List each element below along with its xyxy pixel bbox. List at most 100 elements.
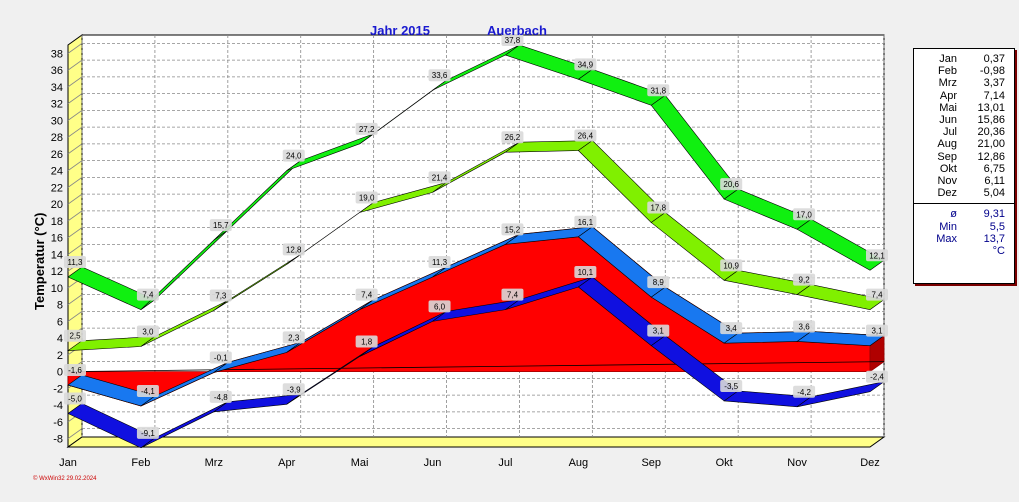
data-label: 12,8 bbox=[282, 243, 305, 256]
floor bbox=[66, 436, 886, 448]
x-tick-label: Okt bbox=[716, 457, 733, 469]
legend-row: Feb -0,98 bbox=[920, 65, 1008, 77]
x-tick-label: Jul bbox=[498, 457, 512, 469]
data-label-box bbox=[64, 364, 86, 377]
data-label-box bbox=[136, 384, 159, 397]
data-label-text: 2,3 bbox=[288, 333, 300, 342]
x-tick-label: Mrz bbox=[205, 457, 223, 469]
data-label: -3,5 bbox=[720, 379, 743, 392]
legend-divider bbox=[914, 203, 1014, 205]
data-label-text: -4,8 bbox=[214, 393, 228, 402]
data-label: 20,6 bbox=[720, 178, 743, 191]
data-label-box bbox=[355, 288, 378, 301]
data-label-box bbox=[574, 129, 597, 142]
data-label-text: -4,1 bbox=[141, 387, 155, 396]
legend-row: Dez 5,04 bbox=[920, 187, 1008, 199]
y-tick-label: -6 bbox=[53, 417, 63, 429]
data-label-text: 12,1 bbox=[869, 251, 885, 260]
data-label: 7,4 bbox=[501, 288, 524, 301]
chart-walls bbox=[66, 34, 886, 448]
data-label: 7,4 bbox=[355, 288, 378, 301]
data-label-text: -2,4 bbox=[870, 373, 884, 382]
x-tick-label: Jun bbox=[424, 457, 442, 469]
legend-row: Mai 13,01 bbox=[920, 102, 1008, 114]
data-label-box bbox=[209, 219, 232, 232]
y-tick-label: 10 bbox=[51, 283, 63, 295]
data-label-text: 16,1 bbox=[578, 218, 594, 227]
legend-stats-table: ø 9,31 Min 5,5 Max 13,7 °C bbox=[920, 208, 1008, 257]
y-tick-label: 4 bbox=[57, 333, 63, 345]
data-label: 9,2 bbox=[793, 273, 816, 286]
legend-month: Jul bbox=[942, 126, 957, 139]
data-label: -9,1 bbox=[136, 426, 159, 439]
data-label-text: 2,5 bbox=[69, 332, 81, 341]
data-label-box bbox=[282, 149, 305, 162]
y-tick-label: 30 bbox=[51, 115, 63, 127]
data-label: 3,6 bbox=[793, 320, 816, 333]
wall-gridline bbox=[67, 193, 83, 205]
wall-gridline bbox=[67, 311, 83, 322]
y-tick-label: -8 bbox=[53, 434, 63, 446]
data-label-text: 20,6 bbox=[723, 180, 739, 189]
y-tick-label: 28 bbox=[51, 132, 63, 144]
data-label: 8,9 bbox=[647, 276, 670, 289]
zero-line bbox=[67, 361, 885, 373]
data-label: 34,9 bbox=[574, 58, 597, 71]
legend-row: Mrz 3,37 bbox=[920, 77, 1008, 89]
legend-month: Sep bbox=[937, 150, 957, 163]
wall-gridline bbox=[67, 294, 83, 305]
wall-gridline bbox=[67, 244, 83, 255]
wall-gridline bbox=[67, 59, 83, 71]
data-label-box bbox=[282, 243, 305, 256]
data-label: 3,1 bbox=[866, 324, 888, 337]
data-label-box bbox=[501, 131, 524, 144]
data-label-text: 7,4 bbox=[361, 291, 373, 300]
data-label-box bbox=[136, 288, 159, 301]
data-label-text: -4,2 bbox=[797, 388, 811, 397]
wall-gridline bbox=[67, 210, 83, 222]
legend-value: 3,37 bbox=[983, 77, 1005, 90]
wall-gridline bbox=[67, 110, 83, 121]
data-label-text: -9,1 bbox=[141, 429, 155, 438]
data-label-box bbox=[136, 325, 159, 338]
data-label-box bbox=[501, 223, 524, 236]
data-label-text: 33,6 bbox=[432, 71, 448, 80]
y-tick-label: 18 bbox=[51, 216, 63, 228]
wall-gridline bbox=[67, 428, 83, 439]
data-label: 7,4 bbox=[136, 288, 159, 301]
data-label-text: 7,3 bbox=[215, 291, 227, 300]
data-label: 21,4 bbox=[428, 171, 451, 184]
data-label: 31,8 bbox=[647, 84, 670, 97]
x-tick-label: Sep bbox=[641, 457, 661, 469]
y-tick-label: 38 bbox=[51, 48, 63, 60]
data-label-box bbox=[64, 329, 86, 342]
legend-month: Apr bbox=[939, 89, 957, 102]
credit-text: © WxWin32 29.02.2024 bbox=[33, 475, 97, 482]
monthly-mean-legend: Jan 0,37 Feb -0,98 Mrz 3,37 Apr 7,14 Mai 13,01 Jun… bbox=[913, 48, 1015, 284]
data-label: -4,8 bbox=[209, 390, 232, 403]
y-tick-label: 20 bbox=[51, 199, 63, 211]
data-label-box bbox=[647, 324, 670, 337]
data-label-text: 9,2 bbox=[799, 276, 811, 285]
data-label-box bbox=[209, 390, 232, 403]
legend-row: Aug 21,00 bbox=[920, 138, 1008, 150]
data-label-box bbox=[428, 255, 451, 268]
legend-value: 6,75 bbox=[983, 162, 1005, 175]
series-ribbons bbox=[66, 44, 885, 449]
y-tick-label: 22 bbox=[51, 182, 63, 194]
y-tick-label: 16 bbox=[51, 233, 63, 245]
legend-value: 20,36 bbox=[977, 126, 1005, 139]
data-label-text: 7,4 bbox=[507, 291, 519, 300]
data-label: 7,3 bbox=[209, 289, 232, 302]
y-tick-label: 2 bbox=[57, 350, 63, 362]
legend-month-table: Jan 0,37 Feb -0,98 Mrz 3,37 Apr 7,14 Mai 13,01 Jun… bbox=[920, 53, 1008, 199]
legend-stat-name: ø bbox=[950, 208, 957, 221]
legend-stat-value: 9,31 bbox=[983, 208, 1005, 221]
wall-gridline bbox=[67, 76, 83, 88]
y-tick-label: 6 bbox=[57, 316, 63, 328]
data-label: 15,2 bbox=[501, 223, 524, 236]
data-label-text: 6,0 bbox=[434, 302, 446, 311]
data-label-text: 3,6 bbox=[799, 322, 811, 331]
data-label: 24,0 bbox=[282, 149, 305, 162]
